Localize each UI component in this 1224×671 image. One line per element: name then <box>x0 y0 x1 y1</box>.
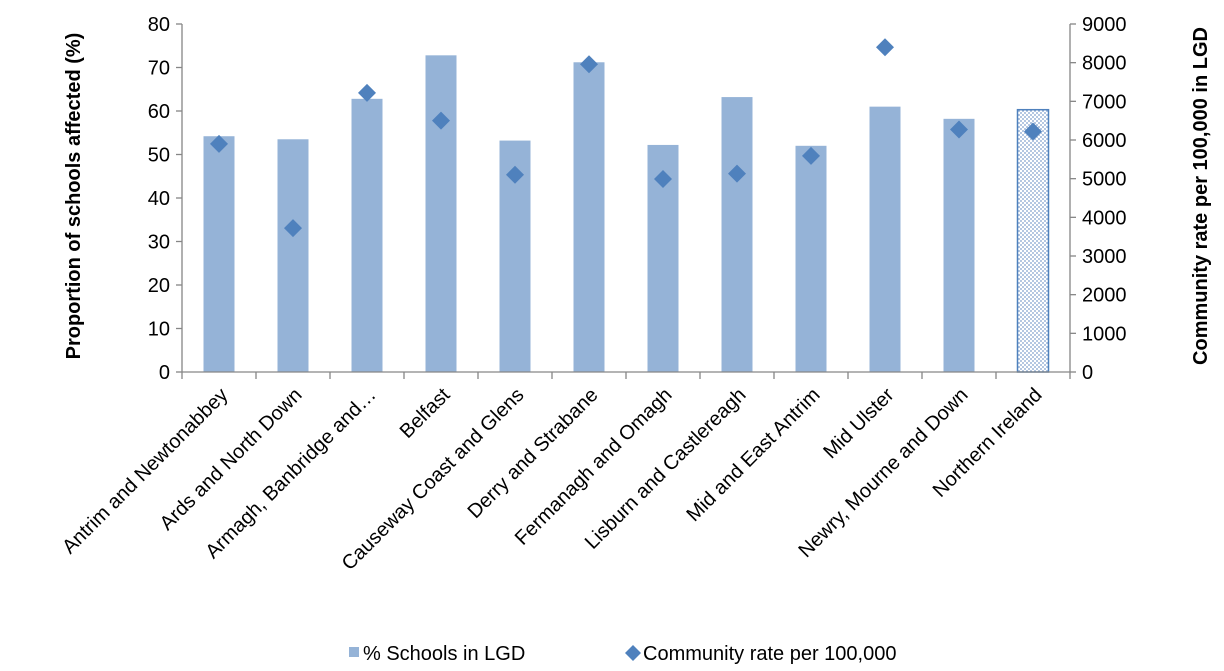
y-tick-label: 30 <box>148 232 170 254</box>
y2-tick-label: 8000 <box>1082 53 1127 75</box>
y-tick-label: 20 <box>148 275 170 297</box>
bar <box>1016 108 1050 373</box>
bar <box>573 62 605 372</box>
legend: % Schools in LGD Community rate per 100,… <box>349 643 896 665</box>
y-tick-label: 40 <box>148 188 170 210</box>
plot-area: 0 10 20 30 40 50 60 70 80 0 1000 2000 3000 4000 5000 60… <box>58 14 1126 575</box>
y2-tick-label: 4000 <box>1082 207 1127 229</box>
scatter-point <box>432 111 450 130</box>
bar <box>351 98 383 372</box>
scatter-point <box>506 165 524 184</box>
legend-label-scatter: Community rate per 100,000 <box>643 643 896 665</box>
bar <box>943 118 975 372</box>
y-tick-label: 0 <box>159 362 170 384</box>
y-axis-title: Proportion of schools affected (%) <box>63 33 85 360</box>
scatter-point <box>580 55 598 74</box>
y2-axis-title: Community rate per 100,000 in LGD <box>1190 27 1212 365</box>
y-tick-label: 70 <box>148 58 170 80</box>
bar <box>721 97 753 372</box>
y2-tick-label: 6000 <box>1082 130 1127 152</box>
scatter-point <box>284 219 302 238</box>
y2-tick-label: 0 <box>1082 362 1093 384</box>
scatter-point <box>358 83 376 102</box>
y-tick-label: 80 <box>148 14 170 36</box>
x-tick-label: Ards and North Down <box>156 384 307 535</box>
y2-tick-label: 5000 <box>1082 169 1127 191</box>
y-tick-label: 60 <box>148 101 170 123</box>
bar <box>277 139 309 372</box>
y-tick-label: 10 <box>148 319 170 341</box>
y-tick-label: 50 <box>148 145 170 167</box>
scatter-point <box>728 164 746 183</box>
x-tick-label: Mid Ulster <box>819 384 898 463</box>
scatter-point <box>950 120 968 139</box>
y2-tick-label: 2000 <box>1082 285 1127 307</box>
bar <box>425 55 457 372</box>
y2-tick-label: 1000 <box>1082 323 1127 345</box>
bar <box>795 145 827 372</box>
scatter-point <box>654 170 672 189</box>
bar <box>203 136 235 372</box>
legend-label-bar: % Schools in LGD <box>363 643 525 665</box>
x-tick-label: Derry and Strabane <box>464 384 603 523</box>
x-tick-label: Belfast <box>396 384 455 443</box>
scatter-point <box>876 38 894 57</box>
scatter-point <box>210 134 228 153</box>
y2-tick-label: 3000 <box>1082 246 1127 268</box>
scatter-point <box>802 146 820 165</box>
scatter-point <box>1024 122 1042 141</box>
y2-tick-label: 9000 <box>1082 14 1127 36</box>
legend-swatch-bar <box>349 647 359 657</box>
legend-marker-diamond <box>625 645 641 661</box>
bar <box>869 106 901 373</box>
y2-tick-label: 7000 <box>1082 91 1127 113</box>
x-tick-label: Mid and East Antrim <box>682 384 824 526</box>
